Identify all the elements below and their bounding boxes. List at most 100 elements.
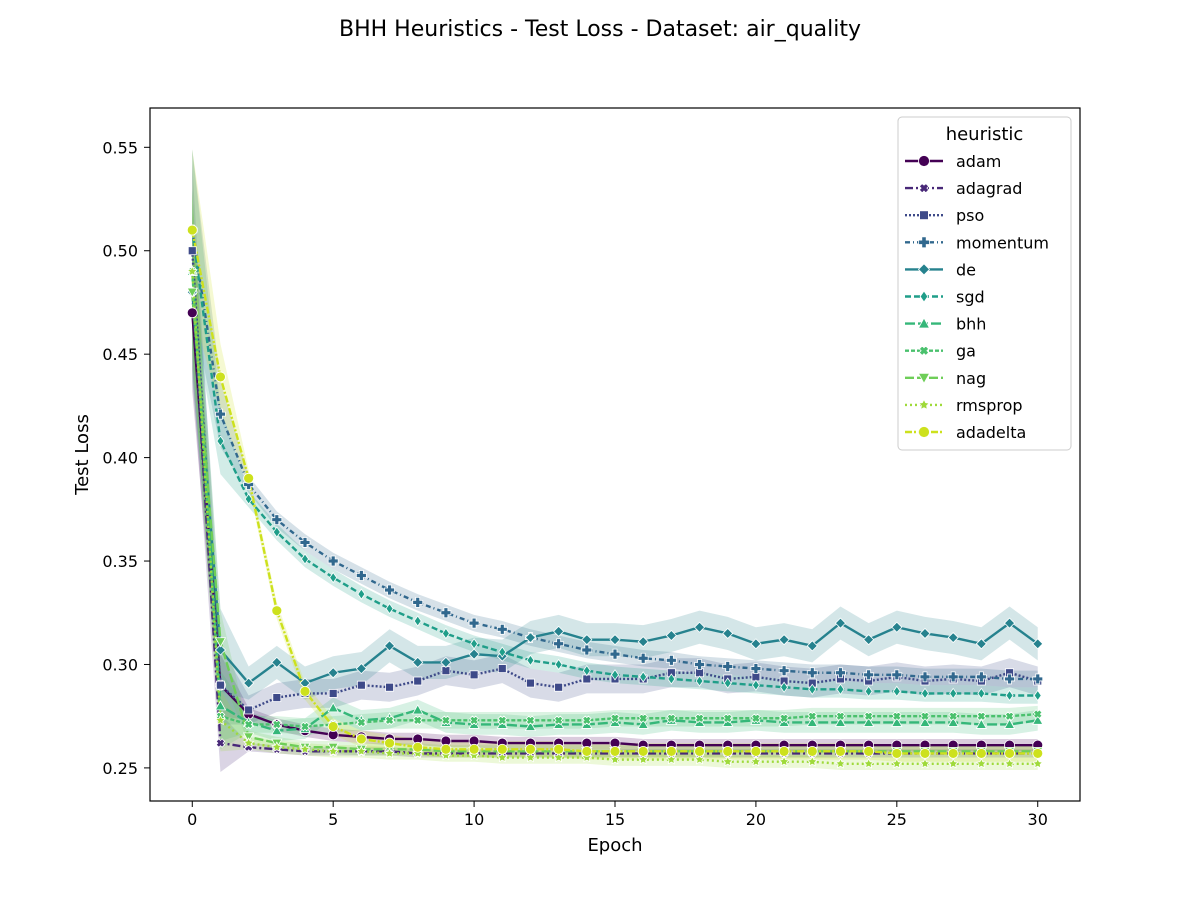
- data-point-ga: [1032, 709, 1043, 719]
- legend: heuristic adam adagrad pso momentum de sgd bhh g…: [897, 116, 1072, 451]
- data-point-adadelta: [299, 685, 311, 697]
- data-point-bhh: [524, 720, 537, 731]
- data-point-bhh: [412, 704, 424, 715]
- data-point-ga: [441, 715, 451, 726]
- legend-marker-nag: [917, 372, 931, 385]
- data-point-momentum: [412, 597, 424, 608]
- x-tick-label: 5: [328, 810, 338, 829]
- data-point-momentum: [919, 671, 931, 683]
- data-point-momentum: [806, 667, 818, 679]
- data-point-adadelta: [806, 745, 818, 757]
- data-point-rmsprop: [243, 737, 255, 748]
- data-point-ga: [469, 715, 479, 726]
- data-point-adadelta: [919, 748, 931, 759]
- data-point-rmsprop: [355, 745, 367, 757]
- data-point-rmsprop: [581, 751, 593, 763]
- legend-marker-de: [917, 263, 931, 276]
- data-point-de: [553, 625, 565, 637]
- data-point-ga: [384, 715, 395, 726]
- data-point-adadelta: [327, 721, 339, 732]
- confidence-bands: [192, 149, 1038, 773]
- data-point-ga: [863, 711, 874, 722]
- y-tick-label: 0.55: [102, 138, 138, 157]
- data-point-sgd: [216, 435, 225, 447]
- data-point-ga: [920, 711, 930, 722]
- x-tick-label: 15: [605, 810, 625, 829]
- data-point-ga: [892, 711, 902, 722]
- legend-label-ga: ga: [956, 342, 976, 361]
- y-tick-label: 0.30: [102, 655, 138, 674]
- data-point-sgd: [864, 685, 873, 698]
- legend-marker-sgd: [919, 290, 929, 303]
- data-point-momentum: [271, 514, 283, 526]
- data-point-de: [609, 634, 621, 646]
- data-point-momentum: [355, 570, 367, 581]
- data-point-rmsprop: [722, 755, 734, 767]
- data-point-de: [891, 621, 903, 633]
- data-point-sgd: [921, 687, 929, 700]
- data-point-rmsprop: [412, 747, 424, 759]
- data-point-sgd: [244, 493, 253, 505]
- data-point-rmsprop: [383, 747, 396, 759]
- x-tick-label: 20: [746, 810, 766, 829]
- data-point-rmsprop: [919, 757, 931, 769]
- x-tick-label: 30: [1028, 810, 1048, 829]
- y-tick-label: 0.35: [102, 552, 138, 571]
- data-point-sgd: [667, 673, 676, 685]
- confidence-band-de: [192, 203, 1038, 700]
- x-axis-label: Epoch: [587, 835, 642, 856]
- data-point-pso: [385, 682, 394, 692]
- data-point-sgd: [695, 675, 704, 687]
- x-axis: 0 5 10 15 20 25 30: [187, 801, 1048, 829]
- data-point-adadelta: [384, 737, 395, 749]
- data-point-sgd: [836, 683, 845, 695]
- data-point-de: [863, 634, 875, 646]
- data-point-ga: [412, 715, 423, 726]
- data-point-sgd: [441, 627, 450, 640]
- legend-label-sgd: sgd: [956, 288, 985, 307]
- data-point-de: [581, 634, 593, 646]
- data-point-bhh: [919, 716, 931, 727]
- data-point-de: [271, 656, 283, 668]
- data-point-ga: [976, 711, 987, 722]
- data-point-de: [383, 640, 396, 652]
- data-point-rmsprop: [806, 755, 818, 767]
- data-point-adadelta: [835, 745, 846, 757]
- data-point-rmsprop: [1032, 757, 1044, 769]
- data-point-de: [468, 648, 480, 660]
- data-point-momentum: [694, 659, 705, 670]
- data-point-adadelta: [975, 748, 987, 759]
- data-point-adadelta: [637, 745, 649, 757]
- data-point-de: [327, 667, 339, 679]
- data-point-ga: [807, 711, 818, 722]
- data-point-ga: [300, 721, 310, 732]
- data-point-momentum: [835, 667, 846, 679]
- data-point-momentum: [384, 584, 395, 596]
- data-point-sgd: [329, 571, 338, 584]
- data-point-adadelta: [496, 743, 508, 755]
- data-point-ga: [722, 713, 733, 724]
- data-point-adadelta: [215, 371, 226, 383]
- data-point-sgd: [1033, 689, 1042, 702]
- data-point-ga: [497, 715, 508, 726]
- data-point-ga: [356, 717, 367, 728]
- data-point-sgd: [385, 602, 394, 615]
- data-point-adadelta: [581, 745, 593, 757]
- data-point-sgd: [470, 638, 479, 650]
- data-point-adadelta: [694, 745, 705, 757]
- data-point-bhh: [1003, 718, 1016, 729]
- data-point-pso: [554, 682, 564, 692]
- data-point-adam: [186, 307, 198, 319]
- data-point-momentum: [1004, 673, 1015, 685]
- data-point-de: [524, 632, 537, 644]
- data-point-bhh: [975, 718, 988, 729]
- data-point-sgd: [723, 677, 732, 689]
- data-point-sgd: [751, 679, 760, 691]
- legend-marker-adam: [918, 155, 930, 167]
- legend-marker-momentum: [918, 236, 930, 249]
- data-point-sgd: [1005, 689, 1014, 702]
- data-point-adadelta: [468, 743, 480, 755]
- data-point-pso: [187, 246, 197, 256]
- y-axis-label: Test Loss: [72, 414, 93, 496]
